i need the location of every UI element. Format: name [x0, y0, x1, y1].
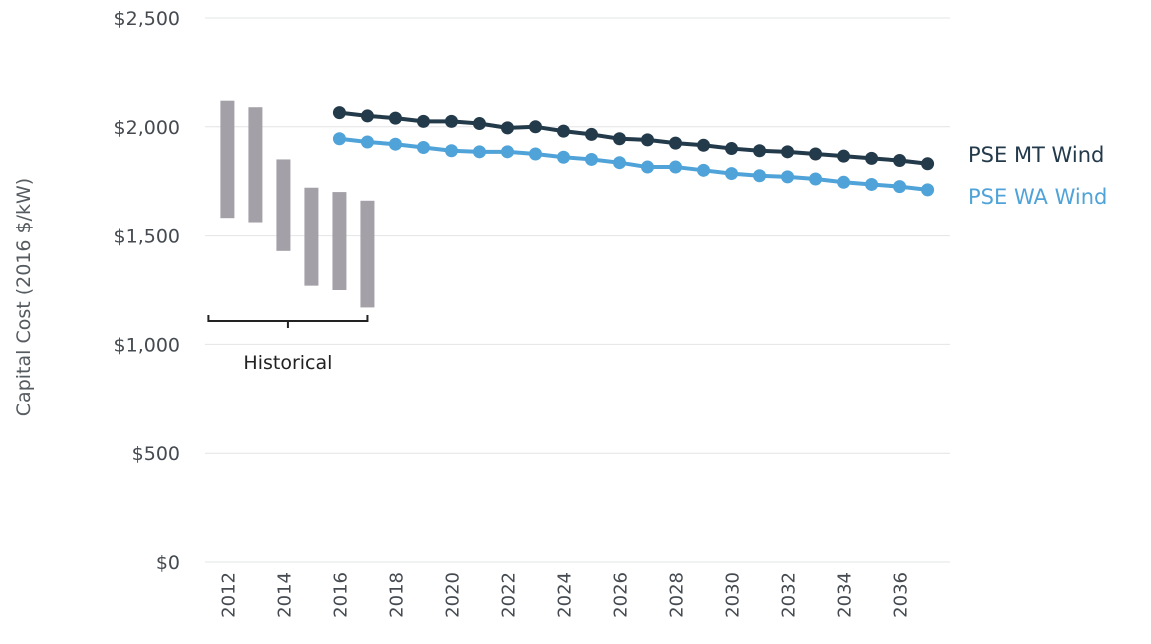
series-point — [921, 157, 935, 171]
series-point — [444, 144, 458, 158]
historical-bar — [360, 200, 375, 308]
series-line — [339, 110, 928, 166]
series-point — [809, 147, 823, 161]
series-point — [753, 144, 767, 158]
series-point — [332, 132, 346, 146]
series-point — [472, 117, 486, 131]
series-point — [332, 106, 346, 120]
y-tick-label: $2,000 — [114, 117, 180, 139]
historical-label: Historical — [243, 352, 332, 374]
x-tick-label: 2032 — [779, 572, 800, 618]
y-axis-ticks: $0 $500 $1,000 $1,500 $2,000 $2,500 — [114, 8, 180, 574]
series-point — [556, 150, 570, 164]
historical-bar — [220, 100, 235, 219]
historical-bar — [248, 107, 263, 223]
x-tick-label: 2022 — [498, 572, 519, 618]
series-point — [837, 149, 851, 163]
series-point — [921, 183, 935, 197]
x-tick-label: 2028 — [667, 572, 688, 618]
series-point — [669, 160, 683, 174]
series-point — [725, 142, 739, 156]
series-label: PSE MT Wind — [968, 143, 1104, 167]
x-tick-label: 2014 — [274, 572, 295, 618]
series-point — [585, 127, 599, 141]
series-point — [613, 156, 627, 170]
x-tick-label: 2030 — [723, 572, 744, 618]
series-point — [641, 160, 655, 174]
series-point — [528, 147, 542, 161]
series-point — [837, 175, 851, 189]
series-lines — [332, 106, 935, 197]
historical-bar — [332, 192, 347, 290]
y-tick-label: $1,500 — [114, 226, 180, 248]
series-point — [416, 114, 430, 128]
series-point — [725, 167, 739, 181]
x-tick-label: 2024 — [554, 572, 575, 618]
series-point — [865, 177, 879, 191]
series-point — [388, 137, 402, 151]
y-tick-label: $0 — [156, 552, 180, 574]
series-point — [865, 151, 879, 165]
x-tick-label: 2034 — [835, 572, 856, 618]
series-labels: PSE MT Wind PSE WA Wind — [968, 143, 1107, 209]
series-point — [360, 109, 374, 123]
x-tick-label: 2020 — [442, 572, 463, 618]
series-point — [500, 121, 514, 135]
series-point — [444, 114, 458, 128]
x-tick-label: 2036 — [891, 572, 912, 618]
series-point — [753, 169, 767, 183]
y-tick-label: $2,500 — [114, 8, 180, 30]
series-point — [809, 172, 823, 186]
series-point — [893, 180, 907, 194]
y-axis-label: Capital Cost (2016 $/kW) — [13, 178, 35, 416]
y-tick-label: $1,000 — [114, 334, 180, 356]
series-point — [669, 136, 683, 150]
series-point — [641, 133, 655, 147]
series-point — [500, 145, 514, 159]
series-line — [339, 136, 928, 192]
historical-bar — [276, 159, 291, 251]
series-point — [472, 145, 486, 159]
series-point — [697, 163, 711, 177]
historical-bars — [220, 100, 375, 308]
x-tick-label: 2018 — [386, 572, 407, 618]
series-point — [893, 154, 907, 168]
series-label: PSE WA Wind — [968, 185, 1107, 209]
historical-bracket — [207, 315, 369, 328]
series-point — [585, 152, 599, 166]
series-point — [697, 138, 711, 152]
series-point — [528, 120, 542, 134]
gridlines — [205, 17, 950, 563]
bracket-line — [207, 315, 369, 322]
x-tick-label: 2026 — [611, 572, 632, 618]
x-tick-label: 2016 — [330, 572, 351, 618]
series-point — [781, 170, 795, 184]
y-tick-label: $500 — [132, 443, 180, 465]
series-point — [781, 145, 795, 159]
historical-bar — [304, 187, 319, 286]
series-point — [388, 111, 402, 125]
series-point — [556, 124, 570, 138]
x-tick-label: 2012 — [218, 572, 239, 618]
series-point — [416, 140, 430, 154]
x-axis-ticks: 2012 2014 2016 2018 2020 2022 2024 2026 2028 2030… — [218, 572, 911, 618]
series-point — [613, 132, 627, 146]
series-point — [360, 135, 374, 149]
